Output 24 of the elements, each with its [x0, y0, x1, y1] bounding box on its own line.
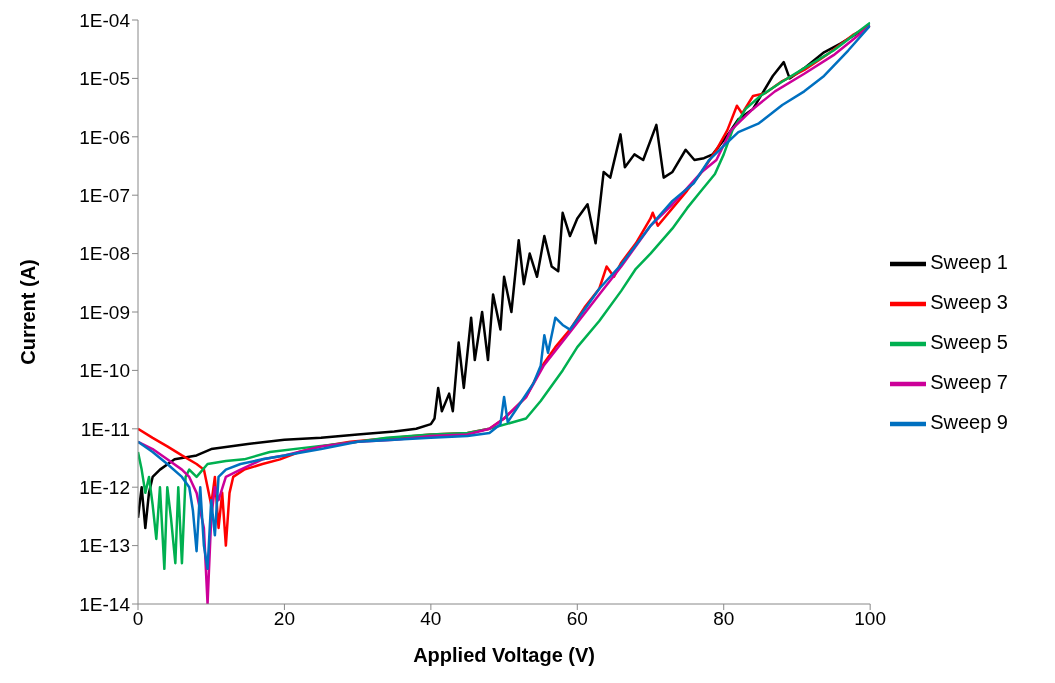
y-tick-label: 1E-07 [79, 184, 130, 206]
x-tick-label: 60 [566, 608, 588, 630]
y-axis-title: Current (A) [17, 259, 40, 365]
legend-label: Sweep 9 [930, 411, 1008, 433]
y-tick-label: 1E-12 [79, 476, 130, 498]
legend-label: Sweep 3 [930, 291, 1008, 313]
y-tick-label: 1E-04 [79, 9, 131, 31]
y-tick-label: 1E-14 [79, 593, 131, 615]
y-tick-label: 1E-11 [80, 418, 130, 440]
y-tick-label: 1E-08 [79, 243, 130, 265]
y-tick-label: 1E-09 [79, 301, 130, 323]
y-tick-label: 1E-05 [79, 68, 130, 90]
y-tick-label: 1E-13 [79, 535, 130, 557]
x-tick-label: 80 [713, 608, 735, 630]
y-tick-label: 1E-10 [79, 360, 130, 382]
x-tick-label: 20 [273, 608, 295, 630]
x-tick-label: 40 [420, 608, 442, 630]
y-tick-label: 1E-06 [79, 126, 130, 148]
legend-label: Sweep 1 [930, 251, 1008, 273]
x-tick-label: 100 [854, 608, 887, 630]
x-tick-label: 0 [132, 608, 144, 630]
legend-label: Sweep 5 [930, 331, 1008, 353]
x-axis-title: Applied Voltage (V) [413, 644, 596, 666]
legend-label: Sweep 7 [930, 371, 1008, 393]
